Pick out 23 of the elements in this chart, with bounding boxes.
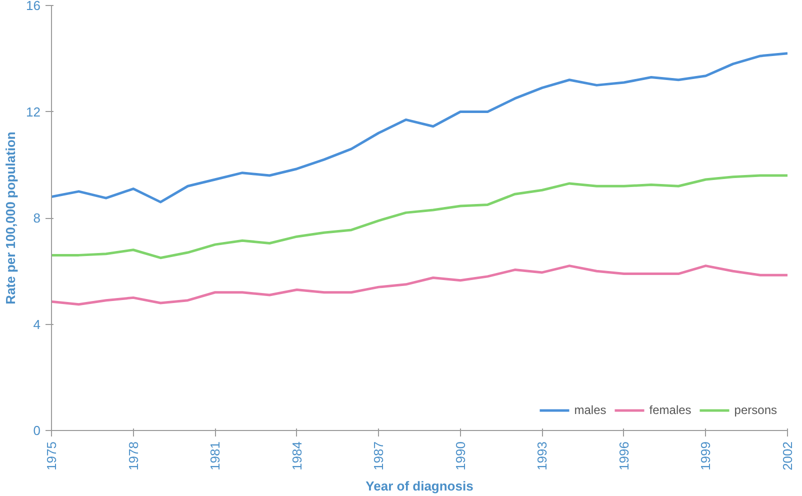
x-tick-label: 1999 <box>698 442 714 470</box>
x-tick-label: 1984 <box>289 442 304 470</box>
x-tick-label: 1987 <box>371 442 386 470</box>
x-tick-label: 1996 <box>616 442 632 470</box>
x-axis-title: Year of diagnosis <box>366 478 474 494</box>
line-series <box>52 174 788 260</box>
y-tick-label: 12 <box>26 104 41 120</box>
x-tick-label: 1975 <box>44 442 59 470</box>
x-tick-label: 1981 <box>208 442 223 470</box>
x-tick-label: 1993 <box>534 442 550 470</box>
legend-label: females <box>649 403 692 417</box>
y-tick-label: 16 <box>26 0 41 13</box>
legend-label: persons <box>734 403 777 417</box>
legend-label: males <box>574 403 606 417</box>
line-series <box>52 264 788 306</box>
y-tick-label: 0 <box>33 423 41 438</box>
x-tick-label: 1978 <box>126 442 141 470</box>
y-axis-title: Rate per 100,000 population <box>3 132 18 304</box>
line-series <box>52 52 788 204</box>
y-tick-label: 8 <box>33 210 41 226</box>
y-tick-label: 4 <box>33 316 41 332</box>
x-tick-label: 1990 <box>452 442 468 470</box>
x-tick-label: 2002 <box>780 442 795 470</box>
